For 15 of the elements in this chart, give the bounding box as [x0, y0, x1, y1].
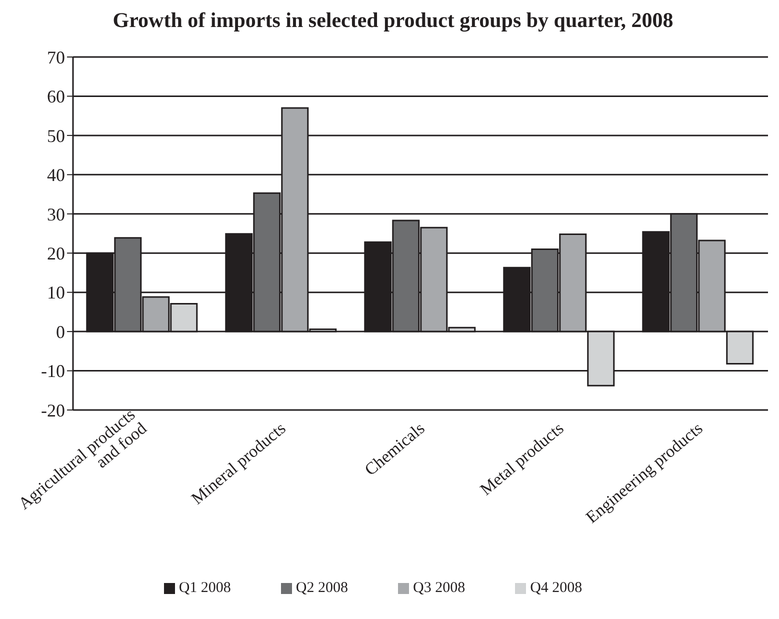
y-tick-label: 20	[47, 244, 65, 264]
y-tick-label: 30	[47, 204, 65, 224]
y-tick-label: 60	[47, 86, 65, 107]
legend-label: Q3 2008	[413, 580, 466, 596]
legend-label: Q4 2008	[530, 580, 582, 596]
y-tick-label: -10	[41, 361, 65, 382]
y-tick-label: 0	[56, 322, 65, 342]
y-tick-label: 50	[47, 126, 65, 146]
y-tick-label: 10	[47, 282, 65, 303]
y-tick-label: 70	[47, 47, 65, 68]
legend-label: Q1 2008	[178, 580, 231, 596]
y-tick-label: -20	[41, 400, 65, 420]
chart-title: Growth of imports in selected product groups by quarter, 2008	[112, 8, 674, 33]
y-tick-label: 40	[47, 165, 65, 186]
legend-label: Q2 2008	[296, 580, 348, 596]
